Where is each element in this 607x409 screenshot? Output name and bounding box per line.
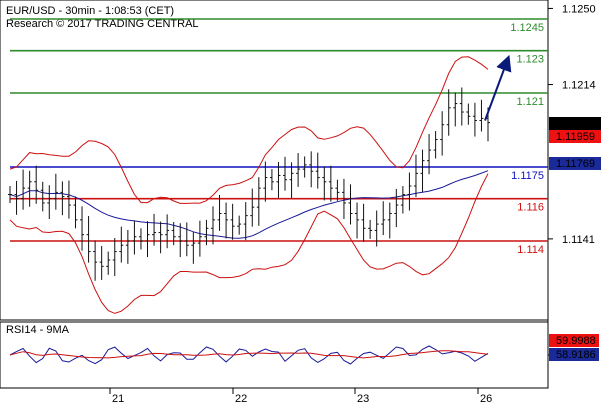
price-tag — [549, 117, 601, 130]
rsi-tag-label: 58.9186 — [556, 349, 596, 361]
price-panel-frame — [0, 0, 549, 321]
bollinger-upper-line — [9, 56, 489, 204]
price-tag — [549, 130, 601, 143]
time-tick-label: 21 — [112, 393, 124, 405]
rsi-panel-title: RSI14 - 9MA — [6, 324, 70, 336]
time-tick-label: 23 — [357, 393, 369, 405]
price-tick-label: 1.1141 — [562, 234, 595, 246]
price-tick-label: 1.1214 — [562, 80, 596, 92]
level-label: 1.121 — [516, 96, 544, 108]
level-label: 1.1245 — [510, 22, 544, 34]
forecast-arrow-line — [484, 54, 512, 121]
level-label: 1.116 — [517, 202, 544, 214]
level-label: 1.123 — [516, 54, 544, 66]
price-axis-ticks: 1.1250 1.1214 1.1141 — [548, 3, 596, 246]
rsi-ma-line — [9, 350, 489, 359]
time-tick-label: 26 — [480, 393, 492, 405]
support-resistance-levels: 1.1245 1.123 1.121 1.1175 1.116 1.114 — [10, 18, 548, 256]
price-tag-label: 1.11959 — [556, 131, 595, 143]
level-label: 1.114 — [517, 244, 544, 256]
chart-copyright: Research © 2017 TRADING CENTRAL — [6, 18, 199, 30]
time-tick-label: 22 — [235, 393, 247, 405]
level-label: 1.1175 — [511, 170, 544, 182]
price-tag — [549, 157, 601, 170]
price-bars — [8, 87, 490, 281]
rsi-tag — [549, 348, 599, 361]
bollinger-lower-line — [9, 173, 489, 314]
rsi-tag-label: 59.9988 — [556, 335, 596, 347]
rsi-panel-frame — [0, 321, 549, 389]
price-tick-label: 1.1250 — [562, 3, 596, 15]
price-tag-label: 1.11769 — [556, 158, 595, 170]
rsi-tag — [549, 334, 599, 347]
price-tag-label: 1.11965 — [556, 118, 595, 130]
forecast-arrow — [484, 54, 512, 121]
time-axis-ticks: 21 22 23 26 — [109, 388, 492, 405]
chart-title: EUR/USD - 30min - 1:08:53 (CET) — [6, 5, 174, 17]
